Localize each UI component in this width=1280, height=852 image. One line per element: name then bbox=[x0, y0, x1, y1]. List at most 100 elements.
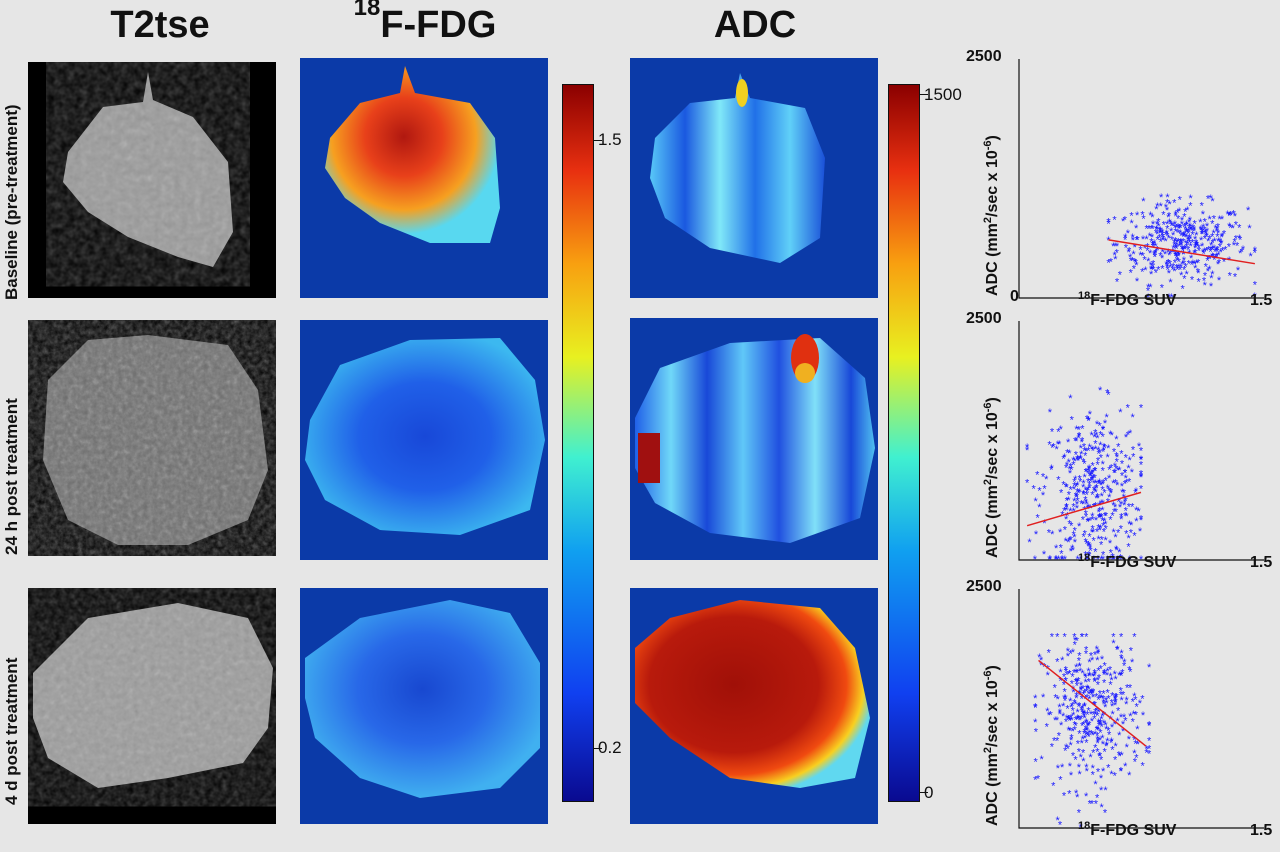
scatter-point: * bbox=[1249, 251, 1254, 263]
scatter-point: * bbox=[1149, 269, 1154, 281]
scatter-point: * bbox=[1094, 483, 1099, 495]
scatter-point: * bbox=[1093, 444, 1098, 456]
scatter-point: * bbox=[1087, 657, 1092, 669]
scatter-point: * bbox=[1187, 259, 1192, 271]
scatter-point: * bbox=[1081, 478, 1086, 490]
scatter-point: * bbox=[1203, 270, 1208, 282]
scatter-point: * bbox=[1210, 244, 1215, 256]
scatter-point: * bbox=[1088, 543, 1093, 555]
scatter-point: * bbox=[1149, 224, 1154, 236]
scatter-point: * bbox=[1080, 693, 1085, 705]
scatter-point: * bbox=[1134, 752, 1139, 764]
scatter-point: * bbox=[1066, 651, 1071, 663]
scatter-point: * bbox=[1126, 228, 1131, 240]
scatter-point: * bbox=[1218, 242, 1223, 254]
scatter-point: * bbox=[1132, 691, 1137, 703]
scatter-point: * bbox=[1105, 554, 1110, 562]
scatter-point: * bbox=[1101, 766, 1106, 778]
scatter-point: * bbox=[1108, 554, 1113, 562]
scatter-point: * bbox=[1106, 725, 1111, 737]
scatter-point: * bbox=[1176, 214, 1181, 226]
scatter-point: * bbox=[1159, 192, 1164, 204]
scatter-point: * bbox=[1115, 716, 1120, 728]
scatter-point: * bbox=[1182, 230, 1187, 242]
scatter-point: * bbox=[1219, 238, 1224, 250]
scatter-point: * bbox=[1100, 733, 1105, 745]
scatter-point: * bbox=[1101, 521, 1106, 533]
scatter-point: * bbox=[1077, 661, 1082, 673]
scatter-point: * bbox=[1063, 675, 1068, 687]
scatter-point: * bbox=[1171, 230, 1176, 242]
scatter-points: ****************************************… bbox=[1033, 632, 1152, 830]
scatter-point: * bbox=[1033, 496, 1038, 508]
scatter-point: * bbox=[1108, 714, 1113, 726]
scatter-point: * bbox=[1192, 226, 1197, 238]
scatter-point: * bbox=[1113, 250, 1118, 262]
scatter-point: * bbox=[1122, 487, 1127, 499]
scatter-point: * bbox=[1120, 471, 1125, 483]
scatter-point: * bbox=[1198, 217, 1203, 229]
scatter-point: * bbox=[1082, 687, 1087, 699]
scatter-point: * bbox=[1078, 473, 1083, 485]
scatter-point: * bbox=[1106, 483, 1111, 495]
scatter-point: * bbox=[1084, 509, 1089, 521]
scatter-point: * bbox=[1093, 779, 1098, 791]
scatter-point: * bbox=[1095, 711, 1100, 723]
scatter-point: * bbox=[1086, 485, 1091, 497]
scatter-point: * bbox=[1115, 452, 1120, 464]
scatter-point: * bbox=[1113, 532, 1118, 544]
scatter-point: * bbox=[1082, 728, 1087, 740]
scatter-point: * bbox=[1184, 238, 1189, 250]
scatter-point: * bbox=[1206, 236, 1211, 248]
scatter-point: * bbox=[1124, 695, 1129, 707]
scatter-point: * bbox=[1170, 234, 1175, 246]
scatter-point: * bbox=[1145, 245, 1150, 257]
scatter-point: * bbox=[1183, 244, 1188, 256]
scatter-point: * bbox=[1069, 462, 1074, 474]
scatter-point: * bbox=[1085, 413, 1090, 425]
scatter-point: * bbox=[1119, 670, 1124, 682]
scatter-point: * bbox=[1234, 233, 1239, 245]
scatter-point: * bbox=[1235, 241, 1240, 253]
scatter-point: * bbox=[1122, 492, 1127, 504]
scatter-point: * bbox=[1062, 671, 1067, 683]
scatter-point: * bbox=[1195, 240, 1200, 252]
scatter-point: * bbox=[1177, 241, 1182, 253]
scatter-point: * bbox=[1124, 528, 1129, 540]
scatter-point: * bbox=[1107, 473, 1112, 485]
scatter-point: * bbox=[1206, 266, 1211, 278]
scatter-point: * bbox=[1190, 229, 1195, 241]
scatter-point: * bbox=[1088, 687, 1093, 699]
scatter-point: * bbox=[1136, 739, 1141, 751]
scatter-point: * bbox=[1083, 733, 1088, 745]
scatter-point: * bbox=[1082, 505, 1087, 517]
scatter-point: * bbox=[1082, 490, 1087, 502]
scatter-point: * bbox=[1093, 710, 1098, 722]
scatter-point: * bbox=[1148, 248, 1153, 260]
scatter-point: * bbox=[1133, 242, 1138, 254]
scatter-point: * bbox=[1098, 448, 1103, 460]
scatter-point: * bbox=[1073, 754, 1078, 766]
scatter-point: * bbox=[1095, 793, 1100, 805]
scatter-point: * bbox=[1099, 512, 1104, 524]
scatter-point: * bbox=[1047, 710, 1052, 722]
scatter-point: * bbox=[1135, 724, 1140, 736]
scatter-point: * bbox=[1084, 649, 1089, 661]
scatter-point: * bbox=[1076, 675, 1081, 687]
scatter-point: * bbox=[1087, 551, 1092, 562]
scatter-point: * bbox=[1140, 267, 1145, 279]
scatter-point: * bbox=[1167, 233, 1172, 245]
scatter-point: * bbox=[1182, 221, 1187, 233]
scatter-point: * bbox=[1113, 719, 1118, 731]
scatter-point: * bbox=[1114, 691, 1119, 703]
scatter-point: * bbox=[1069, 715, 1074, 727]
scatter-point: * bbox=[1109, 737, 1114, 749]
scatter-point: * bbox=[1123, 497, 1128, 509]
scatter-point: * bbox=[1074, 715, 1079, 727]
scatter-point: * bbox=[1096, 679, 1101, 691]
scatter-point: * bbox=[1151, 264, 1156, 276]
adc-colorbar bbox=[888, 84, 920, 802]
scatter-point: * bbox=[1215, 226, 1220, 238]
scatter-point: * bbox=[1216, 250, 1221, 262]
scatter-point: * bbox=[1151, 240, 1156, 252]
